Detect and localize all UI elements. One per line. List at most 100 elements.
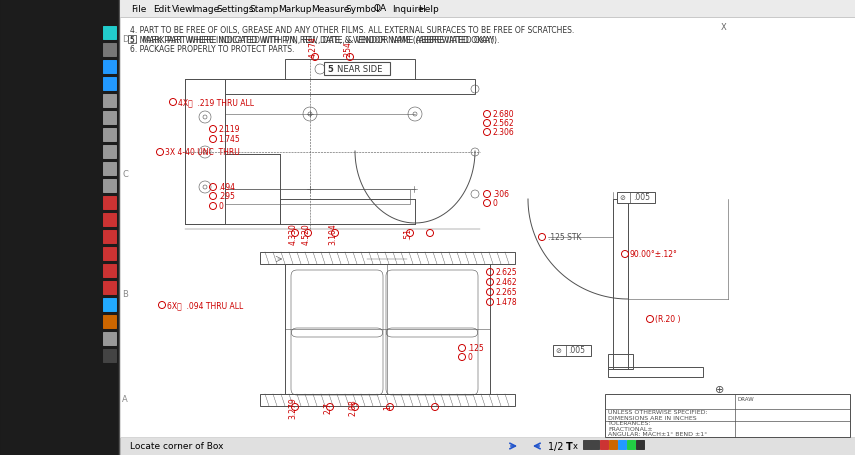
- Text: .295: .295: [218, 192, 235, 201]
- Bar: [591, 440, 599, 449]
- Bar: [608, 354, 633, 369]
- Text: 3X 4-40 UNC  THRU: 3X 4-40 UNC THRU: [165, 148, 239, 157]
- Text: 2.7: 2.7: [323, 401, 333, 413]
- Bar: [260, 394, 515, 406]
- Text: 2.625: 2.625: [495, 268, 516, 277]
- Bar: [103, 349, 116, 362]
- Bar: [583, 440, 591, 449]
- Text: .005: .005: [633, 193, 650, 202]
- Text: ⊕: ⊕: [716, 384, 725, 394]
- Text: Image: Image: [191, 5, 219, 14]
- Text: .494: .494: [218, 183, 235, 192]
- Bar: [120, 18, 855, 437]
- Text: TOLERANCES:: TOLERANCES:: [608, 420, 652, 425]
- Text: 0: 0: [218, 202, 223, 211]
- Bar: [120, 437, 855, 455]
- Text: 2.306: 2.306: [492, 128, 514, 137]
- Text: 2.265: 2.265: [495, 288, 516, 297]
- Bar: [285, 60, 415, 80]
- Text: 2.562: 2.562: [492, 119, 514, 128]
- Text: /2: /2: [554, 441, 563, 451]
- Text: .306: .306: [492, 190, 509, 199]
- Text: .254: .254: [344, 41, 352, 58]
- Text: DIMENSIONS ARE IN INCHES: DIMENSIONS ARE IN INCHES: [608, 415, 697, 420]
- Text: DRAW: DRAW: [737, 397, 754, 402]
- Text: 0: 0: [467, 353, 472, 362]
- Text: 5. MARK PART WHERE INDICATED WITH P/N, REV, DATE, & VENDOR NAME (ABBREVIATED OKA: 5. MARK PART WHERE INDICATED WITH P/N, R…: [130, 35, 497, 45]
- Text: 4Xⓘ  .219 THRU ALL: 4Xⓘ .219 THRU ALL: [178, 98, 254, 107]
- Text: MARK PART WHERE INDICATED WITH P/N, REV, DATE, & VENDOR NAME (ABBREVIATED OKAY).: MARK PART WHERE INDICATED WITH P/N, REV,…: [140, 35, 499, 45]
- Text: 90.00°±.12°: 90.00°±.12°: [630, 250, 678, 259]
- Text: D: D: [121, 35, 128, 45]
- Bar: [103, 27, 116, 40]
- Bar: [605, 394, 850, 437]
- Text: 0: 0: [492, 199, 497, 208]
- Text: .125: .125: [467, 344, 484, 353]
- Bar: [600, 440, 608, 449]
- Text: A: A: [122, 394, 128, 404]
- Text: ⊘: ⊘: [619, 195, 625, 201]
- Text: 1: 1: [548, 441, 554, 451]
- Bar: [103, 95, 116, 108]
- Text: C: C: [122, 170, 128, 179]
- Text: 2.680: 2.680: [492, 110, 514, 119]
- Text: File: File: [131, 5, 146, 14]
- Text: ⊘: ⊘: [555, 347, 561, 353]
- Bar: [128, 36, 136, 44]
- Bar: [103, 332, 116, 345]
- Bar: [613, 200, 628, 369]
- Bar: [225, 190, 410, 205]
- Text: .125 STK: .125 STK: [548, 233, 581, 242]
- Bar: [260, 253, 515, 264]
- Text: 1.745: 1.745: [218, 135, 239, 144]
- Text: 6. PACKAGE PROPERLY TO PROTECT PARTS.: 6. PACKAGE PROPERLY TO PROTECT PARTS.: [130, 45, 294, 53]
- Bar: [103, 44, 116, 57]
- Bar: [103, 231, 116, 243]
- Text: 4.274: 4.274: [309, 36, 317, 58]
- Text: Settings: Settings: [216, 5, 253, 14]
- Bar: [618, 440, 626, 449]
- Text: Measure: Measure: [311, 5, 350, 14]
- Text: 1: 1: [384, 405, 392, 410]
- Text: 5: 5: [130, 37, 134, 43]
- Text: 5: 5: [327, 64, 333, 73]
- Text: ANGULAR: MACH±1° BEND ±1°: ANGULAR: MACH±1° BEND ±1°: [608, 431, 707, 436]
- Text: 6Xⓘ  .094 THRU ALL: 6Xⓘ .094 THRU ALL: [167, 301, 244, 310]
- Text: .005: .005: [568, 346, 585, 355]
- Bar: [225, 80, 475, 95]
- Text: 3.104: 3.104: [328, 222, 338, 244]
- Text: FRACTIONAL±: FRACTIONAL±: [608, 426, 652, 431]
- Bar: [636, 440, 644, 449]
- Text: Stamp: Stamp: [249, 5, 279, 14]
- Text: Help: Help: [418, 5, 439, 14]
- Bar: [608, 367, 703, 377]
- Bar: [120, 0, 855, 18]
- Text: 2.462: 2.462: [495, 278, 516, 287]
- Text: QA: QA: [373, 5, 386, 14]
- Text: 1.478: 1.478: [495, 298, 516, 307]
- Bar: [0, 0, 120, 455]
- Bar: [324, 63, 390, 76]
- Bar: [553, 345, 591, 356]
- Bar: [285, 264, 490, 394]
- Bar: [103, 129, 116, 142]
- Text: 4.330: 4.330: [288, 222, 298, 244]
- Text: 4.520: 4.520: [302, 222, 310, 244]
- Text: T: T: [566, 441, 573, 451]
- Bar: [617, 192, 655, 203]
- Bar: [103, 213, 116, 227]
- Bar: [103, 180, 116, 192]
- Bar: [103, 281, 116, 294]
- Text: (R.20 ): (R.20 ): [655, 315, 681, 324]
- Text: X: X: [721, 24, 727, 32]
- Text: Edit: Edit: [153, 5, 171, 14]
- Text: NEAR SIDE: NEAR SIDE: [337, 64, 382, 73]
- Text: Markup: Markup: [278, 5, 311, 14]
- Bar: [103, 146, 116, 159]
- Bar: [103, 61, 116, 74]
- Text: .51: .51: [404, 228, 412, 239]
- Text: 2.119: 2.119: [218, 125, 239, 134]
- Bar: [103, 162, 116, 176]
- Text: B: B: [122, 290, 128, 299]
- Bar: [627, 440, 635, 449]
